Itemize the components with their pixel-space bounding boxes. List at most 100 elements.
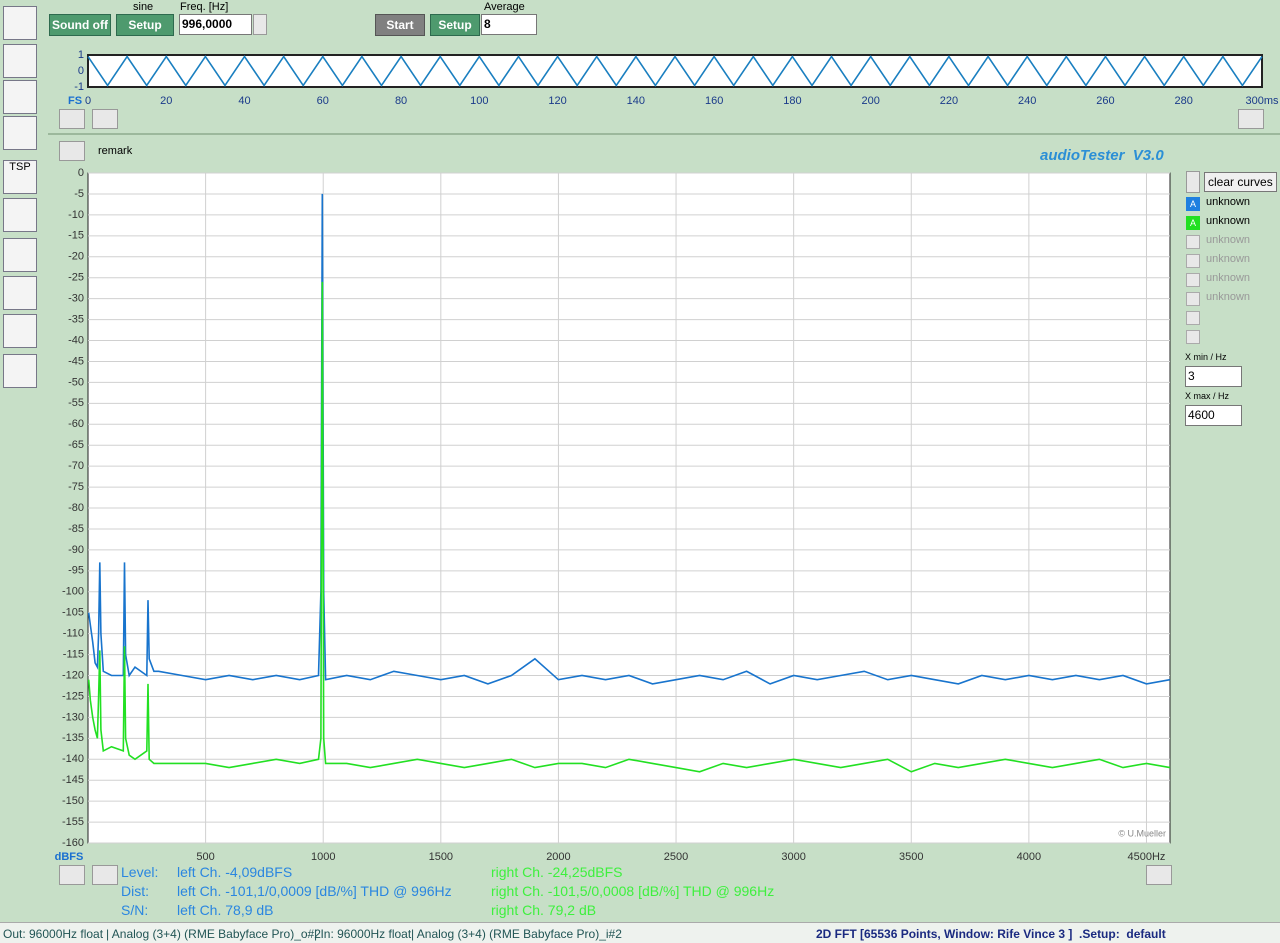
average-input[interactable]: 8 bbox=[481, 14, 537, 35]
freq-input[interactable]: 996,0000 bbox=[179, 14, 252, 35]
y-tick-label: -85 bbox=[68, 523, 84, 535]
checkbox[interactable] bbox=[1186, 311, 1200, 325]
tool-icon[interactable] bbox=[3, 314, 37, 348]
x-tick-label: 4500Hz bbox=[1128, 851, 1166, 863]
xmin-input[interactable]: 3 bbox=[1185, 366, 1242, 387]
x-tick-label: 260 bbox=[1096, 95, 1114, 107]
x-tick-label: 4000 bbox=[1017, 851, 1041, 863]
stat-left: left Ch. -4,09dBFS bbox=[177, 864, 293, 880]
y-tick-label: -1 bbox=[74, 81, 84, 93]
x-tick-label: 500 bbox=[196, 851, 214, 863]
setup-button[interactable]: Setup bbox=[116, 14, 174, 36]
y-tick-label: -95 bbox=[68, 565, 84, 577]
signal-label: sine bbox=[133, 1, 154, 13]
y-tick-label: -15 bbox=[68, 230, 84, 242]
checkbox[interactable] bbox=[1186, 292, 1200, 306]
y-tick-label: -20 bbox=[68, 251, 84, 263]
scroll[interactable] bbox=[92, 865, 118, 885]
x-tick-label: 280 bbox=[1175, 95, 1193, 107]
y-tick-label: -115 bbox=[63, 648, 84, 660]
x-tick-label: 2000 bbox=[546, 851, 570, 863]
x-tick-label: 140 bbox=[627, 95, 645, 107]
y-tick-label: -155 bbox=[62, 816, 84, 828]
y-tick-label: -30 bbox=[68, 293, 84, 305]
freq-spinner[interactable] bbox=[253, 14, 267, 35]
stat-left: left Ch. -101,1/0,0009 [dB/%] THD @ 996H… bbox=[177, 883, 452, 899]
y-tick-label: -150 bbox=[62, 795, 84, 807]
channel-name: unknown bbox=[1206, 234, 1251, 246]
x-tick-label: 3000 bbox=[781, 851, 805, 863]
freq-label: Freq. [Hz] bbox=[180, 1, 229, 13]
status-bar: Out: 96000Hz float | Analog (3+4) (RME B… bbox=[0, 922, 1280, 943]
tool-icon[interactable] bbox=[3, 198, 37, 232]
scroll[interactable] bbox=[92, 109, 118, 129]
clear-button[interactable]: clear curves bbox=[1204, 172, 1277, 192]
x-tick-label: 300ms bbox=[1245, 95, 1279, 107]
xmax-label: X max / Hz bbox=[1185, 391, 1230, 401]
y-axis-label: FS bbox=[68, 95, 82, 107]
x-tick-label: 60 bbox=[317, 95, 329, 107]
spinner[interactable] bbox=[59, 141, 85, 161]
y-tick-label: -55 bbox=[68, 397, 84, 409]
channel-name: unknown bbox=[1206, 272, 1251, 284]
y-tick-label: -75 bbox=[68, 481, 84, 493]
channel-b[interactable]: A bbox=[1186, 216, 1200, 230]
x-tick-label: 220 bbox=[940, 95, 958, 107]
scroll[interactable] bbox=[1238, 109, 1264, 129]
plot-area bbox=[87, 54, 1263, 88]
y-tick-label: -135 bbox=[62, 732, 84, 744]
x-tick-label: 1000 bbox=[311, 851, 335, 863]
x-tick-label: 240 bbox=[1018, 95, 1036, 107]
start-button[interactable]: Start bbox=[375, 14, 425, 36]
y-tick-label: -40 bbox=[68, 334, 84, 346]
checkbox[interactable] bbox=[1186, 273, 1200, 287]
scroll[interactable] bbox=[1146, 865, 1172, 885]
x-tick-label: 20 bbox=[160, 95, 172, 107]
x-tick-label: 120 bbox=[548, 95, 566, 107]
y-tick-label: -65 bbox=[68, 439, 84, 451]
y-tick-label: -120 bbox=[62, 669, 84, 681]
average-label: Average bbox=[484, 1, 525, 13]
x-tick-label: 40 bbox=[238, 95, 250, 107]
tool-icon[interactable] bbox=[3, 6, 37, 40]
y-tick-label: -125 bbox=[62, 690, 84, 702]
y-tick-label: -140 bbox=[62, 753, 84, 765]
spinner[interactable] bbox=[1186, 171, 1200, 193]
legend-entry: unknown bbox=[1206, 215, 1251, 227]
channel-name: unknown bbox=[1206, 253, 1251, 265]
tool-icon[interactable] bbox=[3, 44, 37, 78]
tool-icon[interactable] bbox=[3, 354, 37, 388]
y-tick-label: 0 bbox=[78, 167, 84, 179]
checkbox[interactable] bbox=[1186, 235, 1200, 249]
x-tick-label: 3500 bbox=[899, 851, 923, 863]
x-tick-label: 0 bbox=[85, 95, 91, 107]
y-tick-label: -145 bbox=[62, 774, 84, 786]
stat-label: Dist: bbox=[121, 883, 149, 899]
x-tick-label: 80 bbox=[395, 95, 407, 107]
status-text: Out: 96000Hz float bbox=[3, 927, 104, 941]
sound-button[interactable]: Sound off bbox=[49, 14, 111, 36]
spinner[interactable] bbox=[59, 865, 85, 885]
series-line bbox=[87, 281, 1171, 773]
tool-icon[interactable] bbox=[3, 80, 37, 114]
xmax-input[interactable]: 4600 bbox=[1185, 405, 1242, 426]
tool-icon[interactable] bbox=[3, 238, 37, 272]
setup-button[interactable]: Setup bbox=[430, 14, 480, 36]
y-tick-label: -5 bbox=[74, 188, 84, 200]
spinner[interactable] bbox=[59, 109, 85, 129]
checkbox[interactable] bbox=[1186, 254, 1200, 268]
x-tick-label: 160 bbox=[705, 95, 723, 107]
series-line bbox=[87, 193, 1171, 685]
channel-a[interactable]: A bbox=[1186, 197, 1200, 211]
tool-icon[interactable]: TSP bbox=[3, 160, 37, 194]
tool-icon[interactable] bbox=[3, 116, 37, 150]
separator bbox=[48, 133, 1280, 135]
y-axis-label: dBFS bbox=[55, 851, 84, 863]
checkbox[interactable] bbox=[1186, 330, 1200, 344]
y-tick-label: -50 bbox=[68, 376, 84, 388]
tool-icon[interactable] bbox=[3, 276, 37, 310]
stat-left: left Ch. 78,9 dB bbox=[177, 902, 274, 918]
x-tick-label: 1500 bbox=[429, 851, 453, 863]
legend-entry: unknown bbox=[1206, 196, 1251, 208]
y-tick-label: -80 bbox=[68, 502, 84, 514]
